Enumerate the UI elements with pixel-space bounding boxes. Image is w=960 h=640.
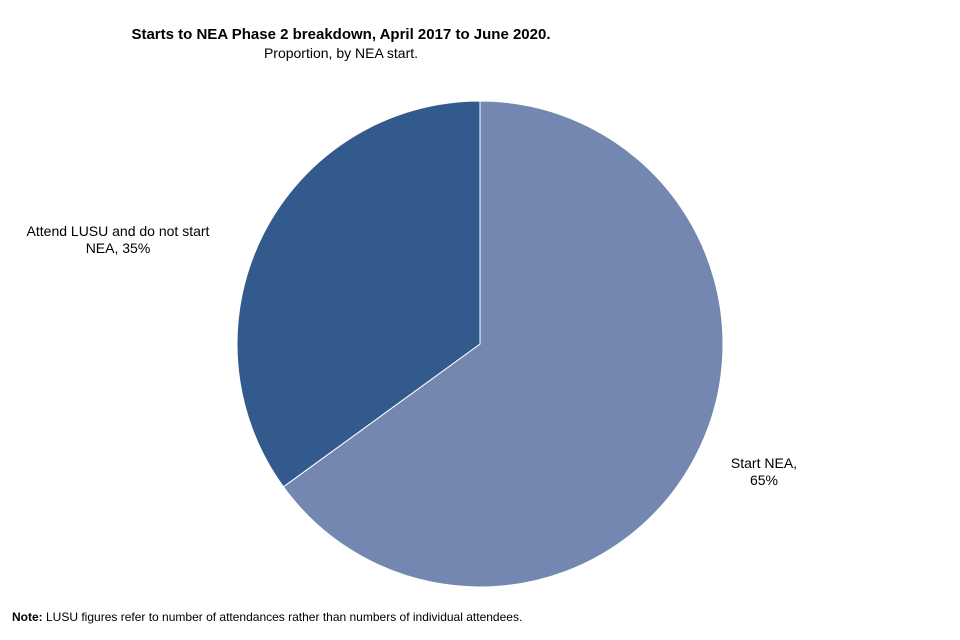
slice-label-start-nea: Start NEA, 65% (712, 455, 816, 489)
pie-slice-attend-lusu (236, 100, 481, 488)
pie-slice-start-nea (282, 100, 724, 588)
slice-label-attend-lusu: Attend LUSU and do not start NEA, 35% (18, 223, 218, 257)
slice-label-value: 35% (122, 240, 151, 256)
chart-title: Starts to NEA Phase 2 breakdown, April 2… (131, 26, 551, 43)
slice-label-value: 65% (749, 472, 779, 488)
footnote: Note: LUSU figures refer to number of at… (12, 610, 522, 625)
slice-label-text: Attend LUSU and do not start NEA, (26, 223, 210, 256)
chart-subtitle: Proportion, by NEA start. (263, 45, 419, 61)
footnote-text: LUSU figures refer to number of attendan… (42, 610, 523, 624)
footnote-prefix: Note: (12, 610, 43, 624)
slice-label-text: Start NEA, (730, 455, 798, 471)
